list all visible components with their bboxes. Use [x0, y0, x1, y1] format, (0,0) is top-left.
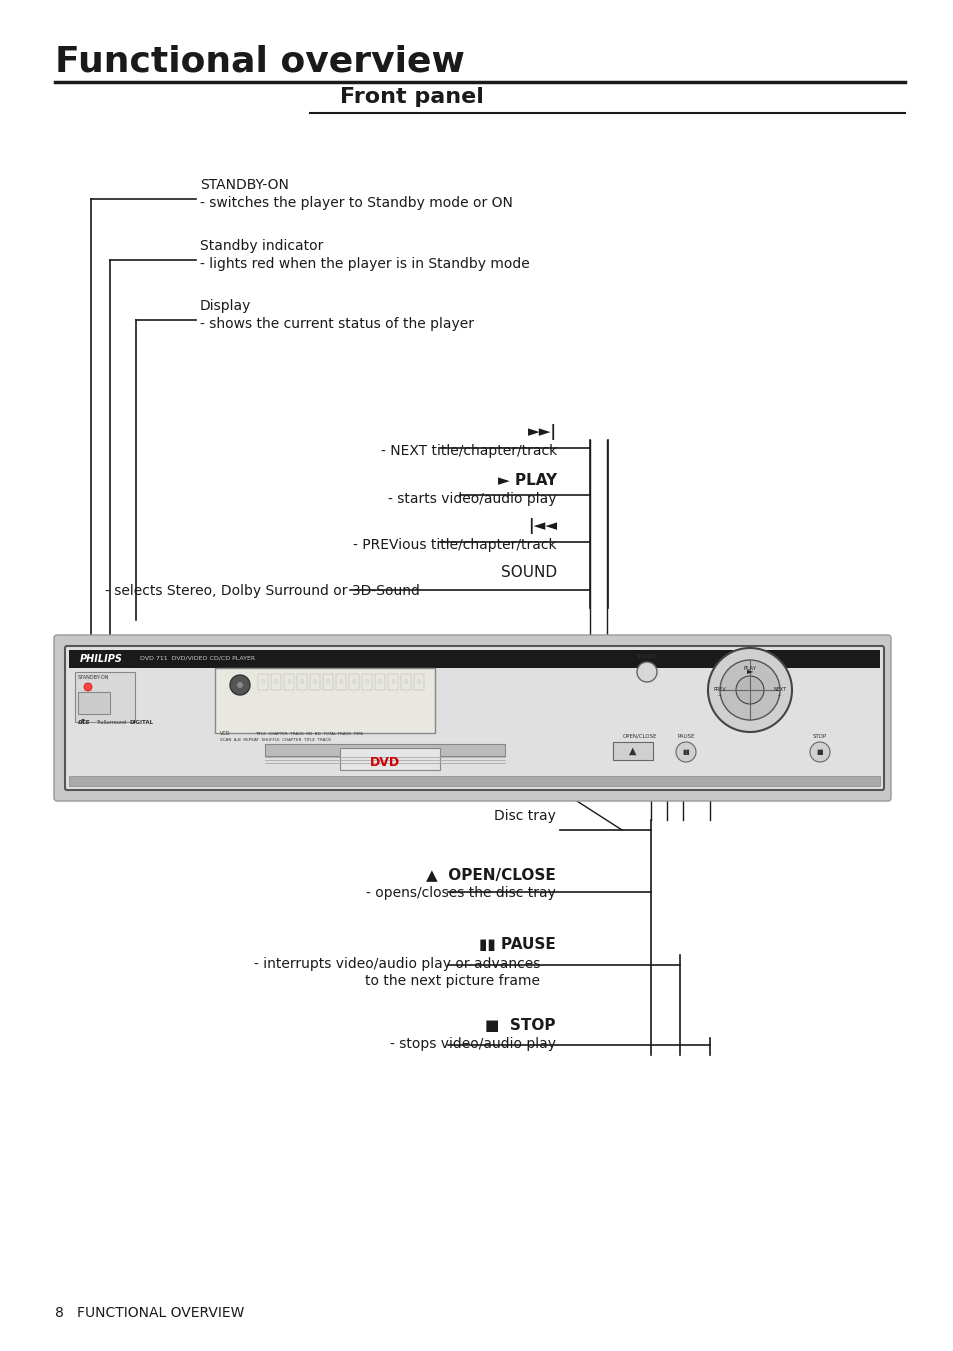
Bar — [400, 674, 411, 690]
Text: 8: 8 — [274, 680, 278, 685]
Text: DIGITAL: DIGITAL — [130, 720, 154, 725]
Text: Disc tray: Disc tray — [494, 809, 556, 823]
Text: - stops video/audio play: - stops video/audio play — [390, 1038, 556, 1051]
Text: 8: 8 — [403, 680, 408, 685]
Text: ▮▮: ▮▮ — [681, 748, 689, 755]
Text: - selects Stereo, Dolby Surround or 3D-Sound: - selects Stereo, Dolby Surround or 3D-S… — [105, 584, 419, 598]
Text: PREV
...: PREV ... — [713, 686, 725, 697]
Bar — [75, 671, 135, 721]
Text: Front panel: Front panel — [339, 86, 483, 107]
Text: - opens/closes the disc tray: - opens/closes the disc tray — [366, 886, 556, 900]
Text: Standby indicator: Standby indicator — [200, 239, 323, 253]
Bar — [388, 674, 397, 690]
Text: ■  STOP: ■ STOP — [485, 1019, 556, 1034]
Text: STOP: STOP — [812, 734, 826, 739]
Circle shape — [809, 742, 829, 762]
Bar — [265, 744, 504, 757]
Text: - switches the player to Standby mode or ON: - switches the player to Standby mode or… — [200, 196, 513, 209]
Text: - starts video/audio play: - starts video/audio play — [388, 492, 557, 507]
FancyBboxPatch shape — [65, 646, 883, 790]
Text: OPEN/CLOSE: OPEN/CLOSE — [622, 734, 657, 739]
Text: 8: 8 — [352, 680, 355, 685]
Text: - interrupts video/audio play or advances: - interrupts video/audio play or advance… — [253, 957, 539, 971]
Text: PHILIPS: PHILIPS — [80, 654, 123, 663]
Bar — [335, 674, 346, 690]
Circle shape — [707, 648, 791, 732]
Text: ►: ► — [746, 666, 753, 676]
Bar — [69, 775, 879, 786]
Text: TITLE  CHAPTER  TRACK  RD  BD  TOTAL TRACK  TIME: TITLE CHAPTER TRACK RD BD TOTAL TRACK TI… — [254, 732, 363, 736]
Bar — [284, 674, 294, 690]
Text: SOUND: SOUND — [500, 565, 557, 580]
Text: - lights red when the player is in Standby mode: - lights red when the player is in Stand… — [200, 257, 529, 272]
Text: PAUSE: PAUSE — [677, 734, 694, 739]
Text: 8: 8 — [325, 680, 330, 685]
Text: - PREVious title/chapter/track: - PREVious title/chapter/track — [353, 538, 557, 553]
Bar — [257, 674, 268, 690]
Circle shape — [84, 684, 91, 690]
Bar — [349, 674, 358, 690]
Circle shape — [735, 676, 763, 704]
Bar — [271, 674, 281, 690]
Text: 8   FUNCTIONAL OVERVIEW: 8 FUNCTIONAL OVERVIEW — [55, 1306, 244, 1320]
Bar — [69, 650, 879, 667]
Text: ▲  OPEN/CLOSE: ▲ OPEN/CLOSE — [426, 867, 556, 882]
Bar — [310, 674, 319, 690]
Bar — [361, 674, 372, 690]
Circle shape — [230, 676, 250, 694]
Text: - shows the current status of the player: - shows the current status of the player — [200, 317, 474, 331]
Bar — [323, 674, 333, 690]
Circle shape — [676, 742, 696, 762]
Text: 8: 8 — [299, 680, 304, 685]
Text: dts: dts — [78, 719, 91, 725]
Text: - NEXT title/chapter/track: - NEXT title/chapter/track — [380, 444, 557, 458]
Text: ► PLAY: ► PLAY — [497, 473, 557, 488]
Text: SOUND: SOUND — [637, 654, 657, 659]
Text: ►►|: ►►| — [527, 424, 557, 440]
Text: SCAN  A-B  REPEAT  SHUFFLE  CHAPTER  TITLE  TRACK: SCAN A-B REPEAT SHUFFLE CHAPTER TITLE TR… — [220, 738, 331, 742]
Bar — [296, 674, 307, 690]
Text: STANDBY-ON: STANDBY-ON — [200, 178, 289, 192]
Text: PLAY: PLAY — [742, 666, 756, 670]
Text: ■: ■ — [816, 748, 822, 755]
Text: 8: 8 — [338, 680, 343, 685]
Text: DVD: DVD — [370, 755, 399, 769]
Text: 8: 8 — [377, 680, 382, 685]
Text: NEXT
...: NEXT ... — [773, 686, 785, 697]
Bar — [613, 742, 652, 761]
Text: 8: 8 — [313, 680, 317, 685]
Circle shape — [236, 682, 243, 688]
Bar — [414, 674, 423, 690]
Text: to the next picture frame: to the next picture frame — [365, 974, 539, 988]
Circle shape — [720, 661, 780, 720]
Bar — [78, 692, 110, 713]
Bar — [214, 667, 435, 734]
Text: DVD 711  DVD/VIDEO CD/CD PLAYER: DVD 711 DVD/VIDEO CD/CD PLAYER — [140, 657, 254, 661]
Text: ▮▮ PAUSE: ▮▮ PAUSE — [478, 938, 556, 952]
Text: Functional overview: Functional overview — [55, 45, 464, 78]
Text: ▲: ▲ — [629, 746, 636, 757]
Text: 8: 8 — [364, 680, 369, 685]
Text: Display: Display — [200, 299, 251, 313]
Text: TruSurround: TruSurround — [96, 720, 126, 725]
Text: 8: 8 — [391, 680, 395, 685]
Circle shape — [637, 662, 657, 682]
Text: 8: 8 — [260, 680, 265, 685]
Text: 8: 8 — [416, 680, 421, 685]
Bar — [339, 748, 439, 770]
FancyBboxPatch shape — [54, 635, 890, 801]
Text: VCD: VCD — [220, 731, 231, 736]
Text: STANDBY-ON: STANDBY-ON — [78, 676, 110, 680]
Bar — [375, 674, 385, 690]
Text: 8: 8 — [287, 680, 291, 685]
Text: |◄◄: |◄◄ — [527, 517, 557, 534]
